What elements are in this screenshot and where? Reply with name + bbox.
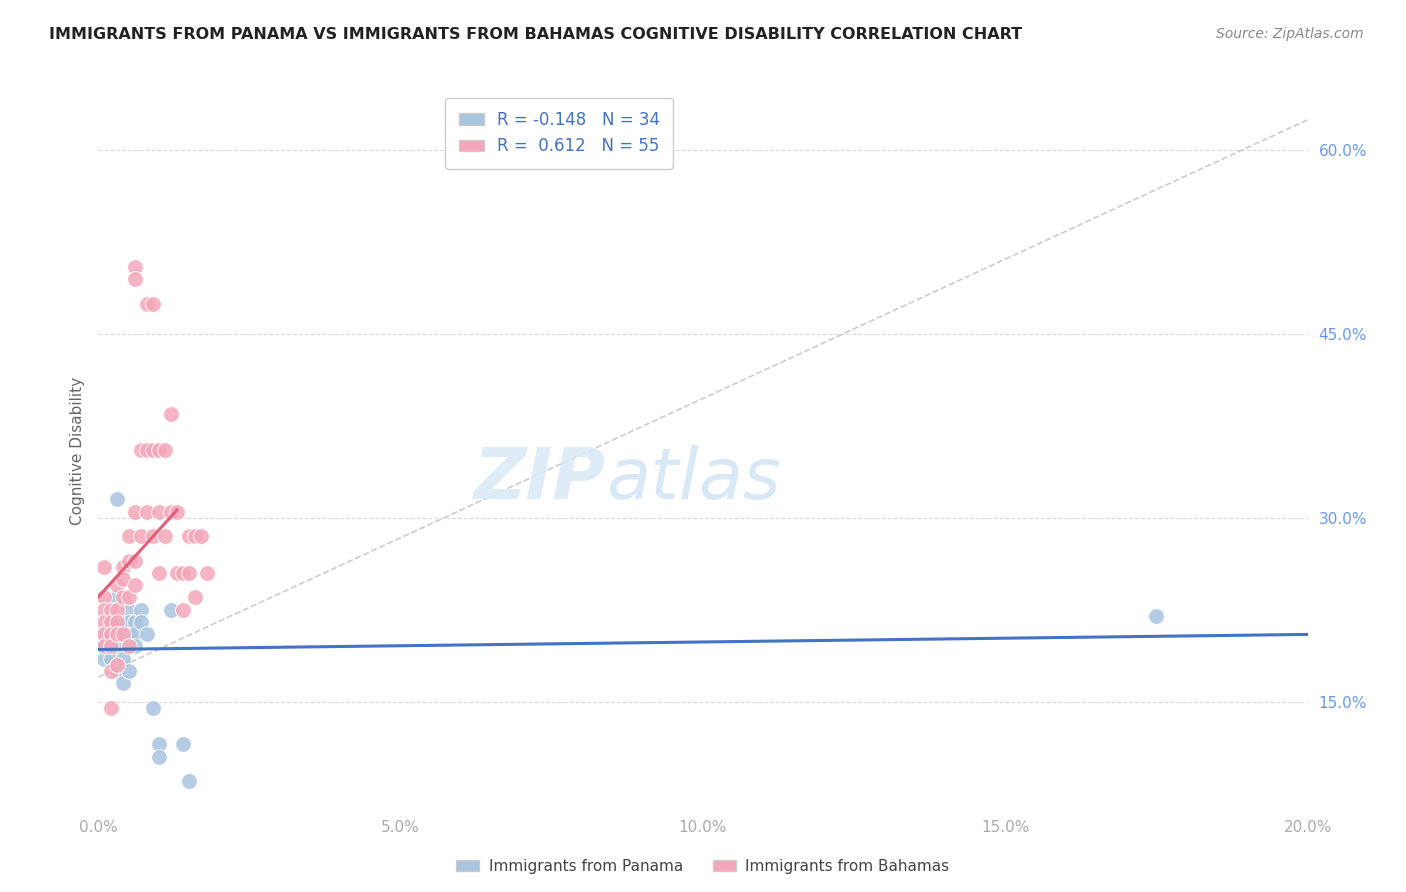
Legend: Immigrants from Panama, Immigrants from Bahamas: Immigrants from Panama, Immigrants from … xyxy=(450,853,956,880)
Point xyxy=(118,664,141,678)
Point xyxy=(195,566,218,580)
Point xyxy=(129,529,152,543)
Point xyxy=(124,640,146,654)
Point xyxy=(105,627,128,641)
Point xyxy=(142,443,165,458)
Point xyxy=(105,657,128,672)
Legend: R = -0.148   N = 34, R =  0.612   N = 55: R = -0.148 N = 34, R = 0.612 N = 55 xyxy=(446,97,673,169)
Point xyxy=(179,566,201,580)
Point xyxy=(93,640,115,654)
Point xyxy=(105,602,128,616)
Point xyxy=(111,676,134,690)
Point xyxy=(93,602,115,616)
Point xyxy=(135,627,157,641)
Point xyxy=(129,602,152,616)
Point xyxy=(166,566,188,580)
Point xyxy=(148,566,170,580)
Point xyxy=(184,591,207,605)
Point xyxy=(166,505,188,519)
Point xyxy=(148,749,170,764)
Point xyxy=(148,505,170,519)
Point xyxy=(118,591,141,605)
Point xyxy=(111,572,134,586)
Point xyxy=(172,737,194,751)
Point xyxy=(124,615,146,629)
Point xyxy=(124,272,146,286)
Point xyxy=(111,627,134,641)
Point xyxy=(111,627,134,641)
Text: Source: ZipAtlas.com: Source: ZipAtlas.com xyxy=(1216,27,1364,41)
Point xyxy=(100,615,122,629)
Point xyxy=(124,627,146,641)
Point xyxy=(93,559,115,574)
Point xyxy=(105,492,128,507)
Point xyxy=(111,651,134,665)
Point xyxy=(153,529,176,543)
Point xyxy=(124,260,146,274)
Point xyxy=(179,774,201,789)
Point xyxy=(118,602,141,616)
Point xyxy=(118,529,141,543)
Point xyxy=(179,529,201,543)
Point xyxy=(100,627,122,641)
Y-axis label: Cognitive Disability: Cognitive Disability xyxy=(69,376,84,524)
Text: IMMIGRANTS FROM PANAMA VS IMMIGRANTS FROM BAHAMAS COGNITIVE DISABILITY CORRELATI: IMMIGRANTS FROM PANAMA VS IMMIGRANTS FRO… xyxy=(49,27,1022,42)
Text: atlas: atlas xyxy=(606,445,780,514)
Point xyxy=(105,591,128,605)
Point xyxy=(93,651,115,665)
Point xyxy=(148,737,170,751)
Point xyxy=(105,640,128,654)
Point xyxy=(100,602,122,616)
Point xyxy=(100,640,122,654)
Point xyxy=(142,296,165,310)
Point xyxy=(190,529,212,543)
Point xyxy=(160,505,183,519)
Point xyxy=(100,640,122,654)
Point xyxy=(160,602,183,616)
Point xyxy=(142,700,165,714)
Point xyxy=(100,700,122,714)
Point xyxy=(124,505,146,519)
Point xyxy=(118,627,141,641)
Point xyxy=(93,627,115,641)
Point xyxy=(100,664,122,678)
Point xyxy=(184,529,207,543)
Point xyxy=(142,529,165,543)
Point xyxy=(118,615,141,629)
Point xyxy=(111,591,134,605)
Text: ZIP: ZIP xyxy=(474,445,606,514)
Point xyxy=(118,640,141,654)
Point xyxy=(100,651,122,665)
Point xyxy=(129,443,152,458)
Point xyxy=(124,554,146,568)
Point xyxy=(124,578,146,592)
Point xyxy=(153,443,176,458)
Point xyxy=(118,554,141,568)
Point xyxy=(105,664,128,678)
Point xyxy=(1144,608,1167,623)
Point xyxy=(93,640,115,654)
Point xyxy=(100,615,122,629)
Point xyxy=(135,505,157,519)
Point xyxy=(93,615,115,629)
Point xyxy=(111,615,134,629)
Point xyxy=(172,602,194,616)
Point xyxy=(93,627,115,641)
Point xyxy=(105,615,128,629)
Point xyxy=(135,443,157,458)
Point xyxy=(160,407,183,421)
Point xyxy=(129,615,152,629)
Point xyxy=(93,591,115,605)
Point xyxy=(135,296,157,310)
Point xyxy=(105,578,128,592)
Point xyxy=(105,627,128,641)
Point xyxy=(172,566,194,580)
Point xyxy=(100,627,122,641)
Point xyxy=(148,443,170,458)
Point xyxy=(118,640,141,654)
Point xyxy=(111,559,134,574)
